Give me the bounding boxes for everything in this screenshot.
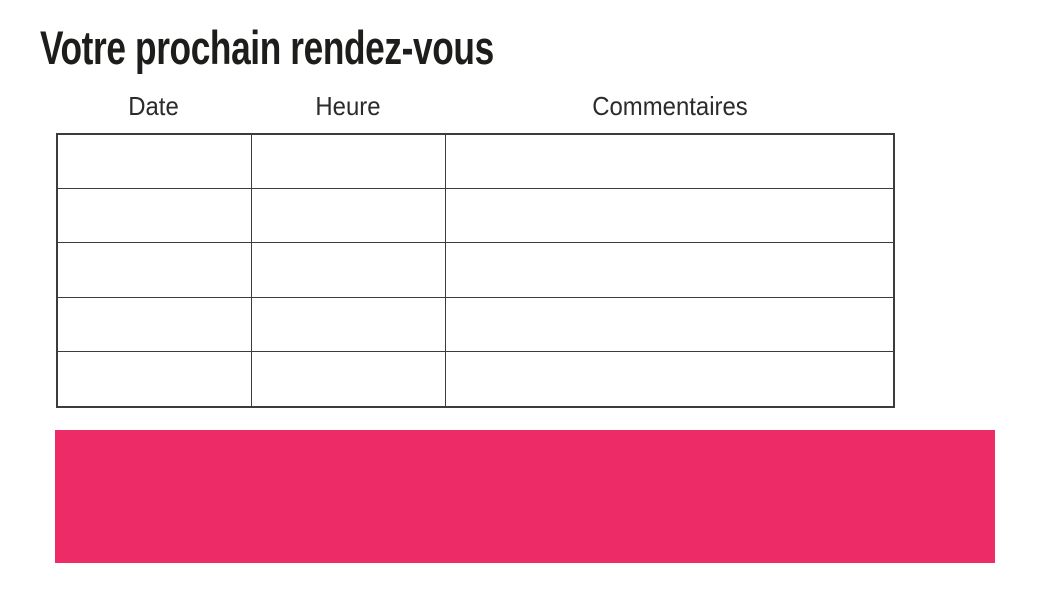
table-cell (252, 351, 446, 406)
table-cell (446, 189, 893, 244)
page-title: Votre prochain rendez-vous (40, 21, 494, 74)
appointments-table (56, 133, 895, 408)
table-cell (446, 243, 893, 298)
table-cell (252, 297, 446, 352)
table-cell (58, 351, 252, 406)
column-header-heure: Heure (315, 91, 381, 121)
table-cell (446, 352, 893, 406)
table-cell (252, 243, 446, 298)
table-cell (252, 135, 446, 190)
table-cell (58, 189, 252, 244)
column-header-commentaires: Commentaires (592, 91, 748, 121)
table-cell (252, 189, 446, 244)
table-column-headers: Date Heure Commentaires (56, 91, 895, 122)
table-cell (446, 298, 893, 352)
table-cell (58, 135, 252, 190)
table-cell (58, 297, 252, 352)
column-header-date: Date (128, 91, 179, 121)
table-cell (446, 135, 893, 190)
table-cell (58, 243, 252, 298)
accent-banner (55, 430, 995, 563)
